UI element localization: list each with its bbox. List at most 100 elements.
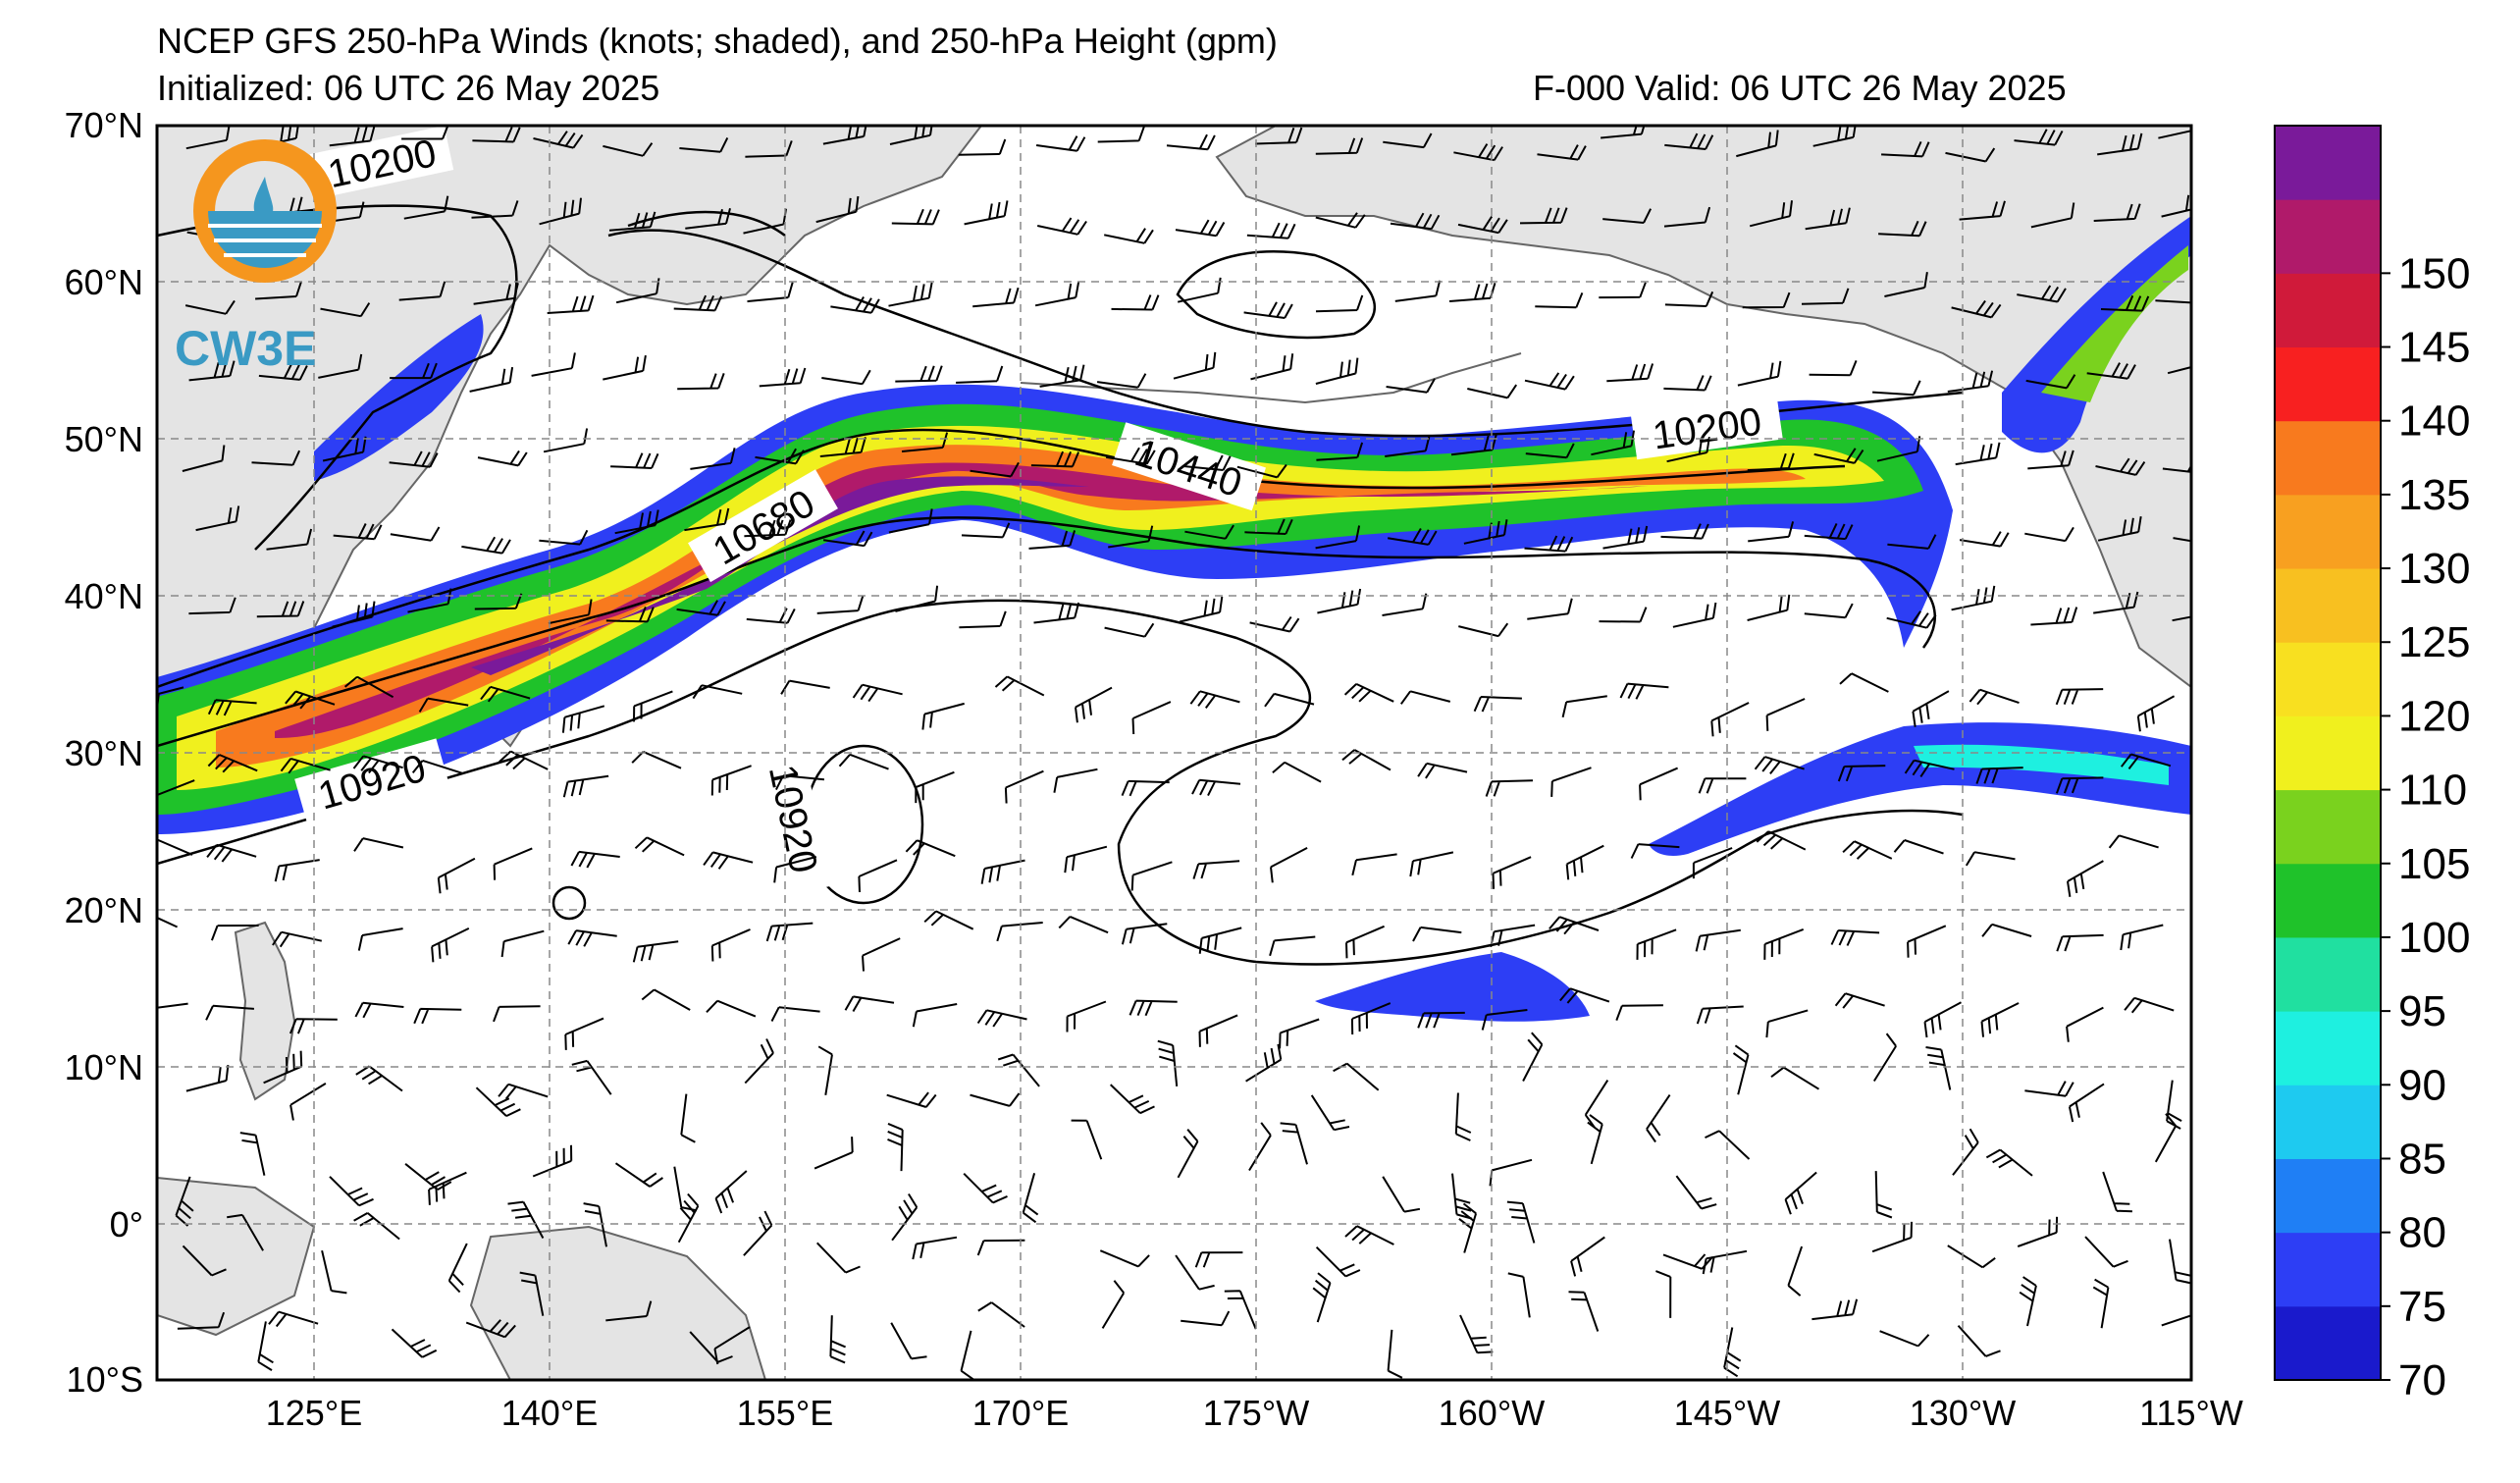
wind-barb (747, 282, 794, 303)
wind-barb (1181, 1310, 1231, 1327)
wind-barb (2055, 688, 2104, 706)
wind-barb (1985, 1148, 2033, 1177)
wind-barb (1742, 291, 1791, 309)
wind-barb (1192, 860, 1240, 879)
wind-barb (1129, 999, 1178, 1017)
colorbar-segment (2275, 642, 2381, 716)
wind-barb (1177, 1129, 1199, 1179)
wind-barb (744, 1038, 774, 1085)
wind-barb (755, 448, 805, 465)
wind-barb (1559, 987, 1610, 1004)
wind-barb (507, 1200, 545, 1239)
wind-barb (1315, 294, 1364, 313)
wind-barb (493, 1005, 541, 1023)
colorbar-label: 125 (2398, 618, 2470, 666)
wind-barb (2121, 753, 2172, 770)
wind-barb (2093, 203, 2141, 222)
wind-barb (615, 278, 660, 304)
wind-shading (157, 216, 2191, 1022)
wind-barb (1399, 690, 1451, 705)
wind-barb (912, 1003, 958, 1028)
wind-barb (1096, 373, 1147, 389)
jet-band-150 (471, 476, 1089, 675)
wind-barb (958, 138, 1007, 156)
wind-barb (157, 686, 184, 710)
wind-barb (257, 1321, 274, 1371)
wind-barb (1550, 767, 1592, 797)
wind-barb (2017, 285, 2067, 303)
colorbar-segment (2275, 568, 2381, 643)
wind-barb (1412, 926, 1462, 942)
wind-barb (1028, 530, 1076, 550)
wind-barb (1394, 280, 1442, 302)
wind-barb (2056, 933, 2104, 952)
wind-barb (887, 1122, 904, 1172)
wind-barb (1350, 1002, 1391, 1035)
wind-barb (2067, 860, 2104, 897)
wind-barb (2169, 1239, 2191, 1285)
wind-barb (891, 208, 940, 226)
wind-barb (679, 136, 729, 153)
wind-barb (817, 1045, 833, 1095)
wind-barb (684, 507, 730, 532)
wind-barb (2124, 996, 2175, 1014)
chart-title: NCEP GFS 250-hPa Winds (knots; shaded), … (157, 21, 1278, 61)
wind-barb (1736, 130, 1779, 158)
wind-barb (500, 929, 545, 958)
wind-barb (775, 774, 824, 791)
wind-barb (603, 142, 654, 157)
wind-barb (1507, 1272, 1531, 1318)
wind-barb (1066, 1000, 1107, 1033)
wind-barb (1666, 437, 1710, 463)
wind-barb (1732, 1044, 1750, 1095)
wind-barb (1279, 1018, 1320, 1049)
wind-barb (533, 131, 584, 149)
colorbar-segment (2275, 863, 2381, 938)
wind-barb (1871, 1221, 1913, 1253)
wind-barb (567, 929, 617, 947)
wind-barb (1872, 1033, 1897, 1083)
wind-barb (1463, 519, 1508, 545)
wind-barb (390, 362, 438, 380)
colorbar-segment (2275, 126, 2381, 200)
wind-barb (633, 690, 673, 722)
wind-barb (472, 127, 521, 143)
wind-barb (531, 352, 576, 377)
wind-barb (1834, 992, 1885, 1009)
wind-barb (2095, 457, 2146, 476)
wind-barb (822, 530, 873, 548)
wind-barb (838, 753, 889, 770)
wind-barb (605, 1300, 653, 1322)
wind-barb (1959, 531, 2010, 548)
contour-10440 (157, 428, 1846, 689)
wind-barb (1108, 525, 1154, 549)
wind-barb (773, 856, 817, 883)
wind-barb (970, 1092, 1021, 1107)
wind-barb (1893, 839, 1944, 855)
wind-barb (1121, 779, 1170, 797)
wind-barb (997, 1053, 1040, 1087)
lon-label: 125°E (266, 1393, 362, 1433)
wind-barb (956, 365, 1004, 384)
wind-barb (353, 837, 404, 852)
colorbar-segment (2275, 1011, 2381, 1086)
wind-barb (205, 1004, 254, 1021)
wind-barb (1409, 851, 1454, 877)
wind-barb (1417, 1011, 1465, 1029)
wind-barb (1723, 1327, 1742, 1378)
wind-barb (1004, 769, 1044, 804)
lon-label: 160°W (1439, 1393, 1545, 1433)
wind-barb (251, 450, 301, 466)
colorbar-segment (2275, 936, 2381, 1012)
wind-barb (614, 1162, 663, 1188)
wind-barb (1884, 272, 1928, 297)
wind-barb (821, 369, 871, 386)
wind-barb (469, 366, 514, 393)
init-time: Initialized: 06 UTC 26 May 2025 (157, 68, 660, 108)
lat-label: 30°N (65, 733, 143, 773)
wind-barb (437, 857, 476, 894)
wind-barb (1587, 1114, 1603, 1165)
wind-barb (391, 1328, 438, 1358)
wind-barb (886, 1091, 937, 1108)
wind-barb (1765, 1009, 1809, 1038)
